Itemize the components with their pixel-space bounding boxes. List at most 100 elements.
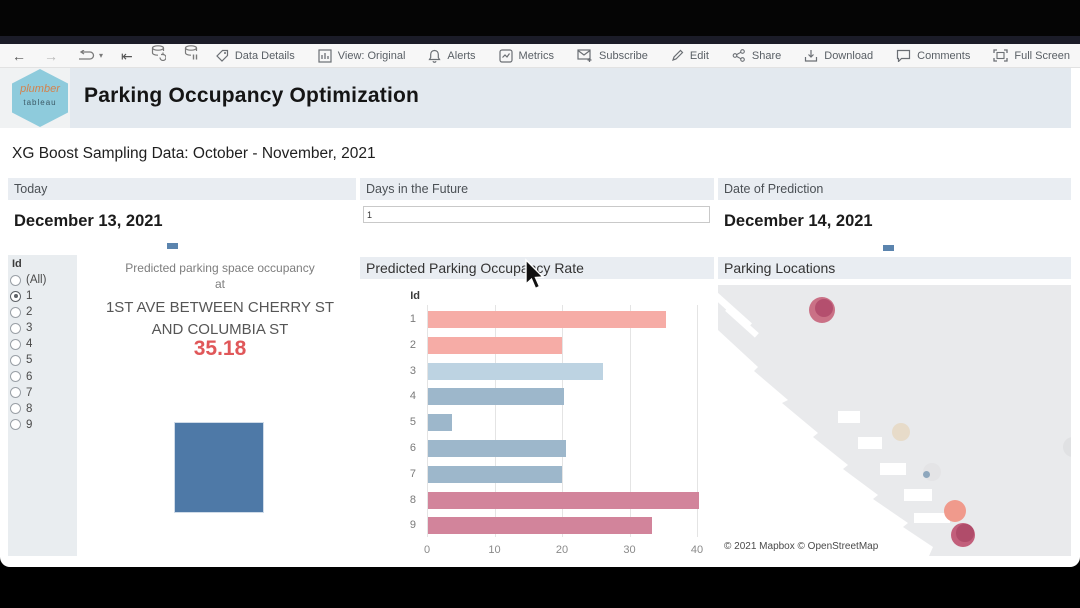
- days-in-future-panel-header: Days in the Future: [360, 178, 714, 200]
- x-axis-tick-0: 0: [423, 544, 431, 556]
- download-button[interactable]: Download: [804, 49, 873, 63]
- today-date-value: December 13, 2021: [14, 212, 163, 230]
- bar-label-id-8: 8: [409, 493, 416, 506]
- radio-icon[interactable]: [10, 290, 21, 302]
- full-screen-label: Full Screen: [1014, 49, 1070, 62]
- data-details-label: Data Details: [234, 49, 295, 62]
- radio-label: 6: [26, 370, 33, 383]
- bar-label-id-4: 4: [409, 390, 416, 403]
- radio-label: 4: [26, 338, 33, 351]
- browser-frame-strip: [0, 36, 1080, 44]
- prediction-street-name: 1ST AVE BETWEEN CHERRY ST AND COLUMBIA S…: [105, 299, 335, 338]
- predicted-occupancy-value: 35.18: [193, 337, 247, 360]
- radio-icon[interactable]: [10, 387, 21, 399]
- edit-button[interactable]: Edit: [671, 49, 709, 62]
- plumber-tableau-logo: plumber tableau: [12, 69, 68, 127]
- bar-label-id-1: 1: [409, 313, 416, 325]
- back-arrow-icon[interactable]: ←: [12, 47, 26, 64]
- id-option-4[interactable]: 4: [10, 338, 70, 350]
- radio-icon[interactable]: [10, 354, 21, 366]
- bar-id-4[interactable]: [428, 388, 565, 406]
- id-option-all[interactable]: (All): [10, 274, 70, 286]
- subscribe-label: Subscribe: [599, 49, 648, 62]
- location-dot-2[interactable]: [892, 423, 910, 441]
- metrics-icon: [498, 48, 513, 63]
- download-icon: [804, 49, 818, 63]
- occupancy-square-mark[interactable]: [174, 422, 264, 513]
- prediction-card: Predicted parking space occupancy at 1ST…: [92, 255, 348, 556]
- days-in-future-input[interactable]: [363, 206, 710, 223]
- tableau-toolbar: ← → ▾ ⇤ Data Details View: Original Alerts…: [0, 44, 1080, 68]
- radio-label: (All): [26, 274, 47, 286]
- id-option-7[interactable]: 7: [10, 387, 70, 399]
- comments-label: Comments: [917, 49, 971, 62]
- forward-arrow-icon[interactable]: →: [44, 47, 58, 64]
- view-original-icon: [318, 48, 332, 63]
- comments-icon: [896, 49, 911, 62]
- subscribe-button[interactable]: Subscribe: [577, 49, 648, 62]
- bar-id-3[interactable]: [428, 362, 603, 380]
- id-option-9[interactable]: 9: [10, 419, 70, 431]
- radio-icon[interactable]: [10, 403, 21, 415]
- full-screen-button[interactable]: Full Screen: [993, 49, 1070, 62]
- gridline-0: [427, 305, 428, 537]
- location-dot-5-core: [956, 524, 974, 542]
- id-option-6[interactable]: 6: [10, 371, 70, 383]
- metrics-button[interactable]: Metrics: [498, 48, 554, 63]
- id-option-1[interactable]: 1: [10, 290, 70, 302]
- share-button[interactable]: Share: [732, 49, 781, 62]
- view-original-button[interactable]: View: Original: [318, 48, 405, 63]
- bar-label-id-7: 7: [409, 467, 416, 480]
- radio-icon[interactable]: [10, 274, 21, 286]
- radio-label: 9: [26, 418, 33, 431]
- x-axis-tick-10: 10: [488, 544, 501, 556]
- location-dot-1-core: [814, 298, 834, 318]
- alerts-button[interactable]: Alerts: [428, 49, 476, 63]
- bar-label-id-6: 6: [409, 442, 416, 454]
- prediction-mark-dash: [883, 245, 894, 251]
- radio-icon[interactable]: [10, 322, 21, 334]
- metrics-label: Metrics: [518, 49, 554, 62]
- toolbar-left-icons: ← → ▾ ⇤: [0, 45, 199, 66]
- prediction-caption-line1: Predicted parking space occupancy: [125, 261, 315, 275]
- bar-id-7[interactable]: [428, 465, 563, 483]
- bar-id-9[interactable]: [428, 517, 653, 535]
- pause-updates-icon[interactable]: [184, 45, 199, 66]
- comments-button[interactable]: Comments: [896, 49, 970, 62]
- radio-icon[interactable]: [10, 306, 21, 318]
- refresh-data-icon[interactable]: [151, 45, 167, 66]
- id-option-2[interactable]: 2: [10, 306, 70, 318]
- map-title: Parking Locations: [718, 257, 1071, 279]
- radio-label: 3: [26, 322, 33, 335]
- bar-id-8[interactable]: [428, 491, 700, 509]
- data-details-button[interactable]: Data Details: [215, 49, 295, 63]
- radio-icon[interactable]: [10, 338, 21, 350]
- edit-label: Edit: [689, 49, 709, 62]
- location-dot-4[interactable]: [944, 500, 966, 522]
- full-screen-icon: [993, 49, 1009, 62]
- gridline-40: [697, 305, 698, 537]
- today-panel-header: Today: [8, 178, 356, 200]
- radio-label: 1: [26, 290, 33, 303]
- bar-label-id-5: 5: [409, 416, 416, 429]
- chart-y-axis-label: Id: [410, 290, 420, 302]
- toolbar-buttons: Data Details View: Original Alerts Metrics S…: [215, 48, 1080, 63]
- id-filter-options: (All) 1 2 3 4 5 6 7 8 9: [10, 274, 70, 431]
- map-canvas[interactable]: © 2021 Mapbox © OpenStreetMap: [718, 285, 1071, 556]
- id-filter-label: Id: [12, 258, 22, 270]
- id-option-3[interactable]: 3: [10, 322, 70, 334]
- radio-icon[interactable]: [10, 419, 21, 431]
- revert-icon[interactable]: ⇤: [121, 47, 133, 64]
- bar-id-1[interactable]: [428, 311, 666, 328]
- dropdown-caret-icon[interactable]: ▾: [99, 50, 104, 60]
- location-dot-3-subdot: [923, 471, 930, 478]
- edit-icon: [671, 49, 684, 62]
- alerts-icon: [428, 49, 441, 63]
- bar-id-2[interactable]: [428, 336, 562, 354]
- id-option-8[interactable]: 8: [10, 403, 70, 415]
- bar-id-5[interactable]: [428, 414, 453, 432]
- radio-icon[interactable]: [10, 371, 21, 383]
- bar-id-6[interactable]: [428, 440, 567, 457]
- redo-icon[interactable]: ▾: [76, 49, 104, 62]
- id-option-5[interactable]: 5: [10, 354, 70, 366]
